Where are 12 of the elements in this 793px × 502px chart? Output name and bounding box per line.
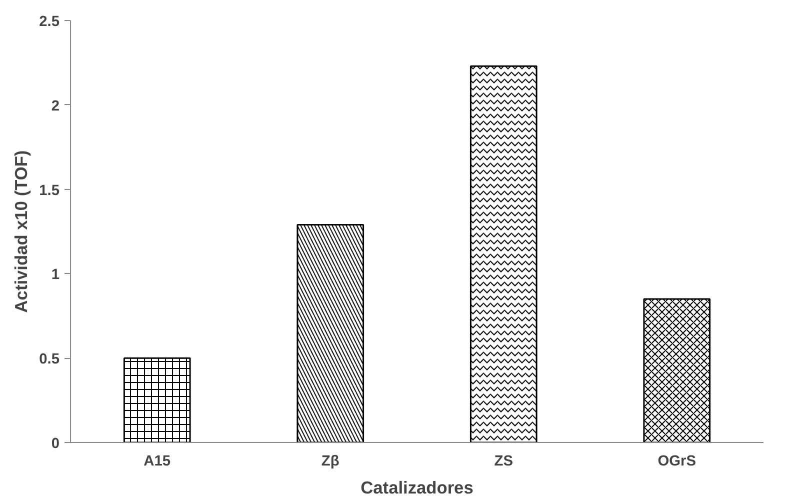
y-tick-label: 1 <box>51 267 60 284</box>
x-tick-label: A15 <box>144 454 171 470</box>
y-axis-title: Actividad x10 (TOF) <box>11 150 32 313</box>
x-tick-label: OGrS <box>658 454 696 470</box>
y-tick-label: 1.5 <box>39 182 60 199</box>
x-tick-label: Zβ <box>321 454 340 470</box>
y-tick-label: 0 <box>51 436 60 452</box>
y-tick-label: 2 <box>51 98 60 114</box>
x-tick-label: ZS <box>494 454 514 470</box>
y-tick-label: 2.5 <box>39 14 60 30</box>
y-tick-label: 0.5 <box>39 352 60 368</box>
x-axis-title: Catalizadores <box>360 478 474 498</box>
